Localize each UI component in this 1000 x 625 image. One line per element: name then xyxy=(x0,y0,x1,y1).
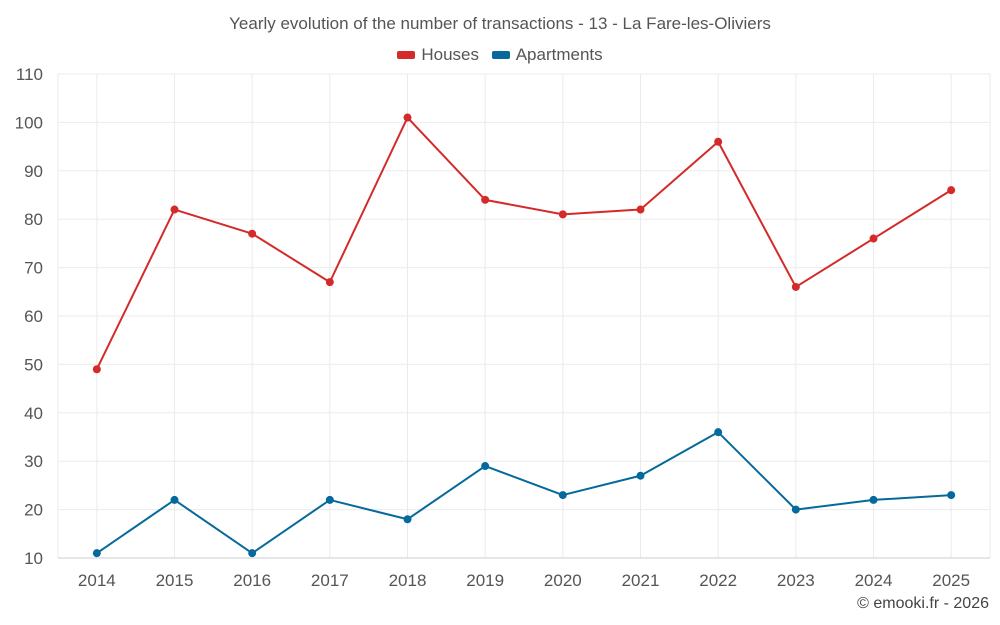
data-point-houses-2021 xyxy=(636,205,645,214)
y-tick-label-90: 90 xyxy=(24,162,43,181)
legend-label-apartments: Apartments xyxy=(515,45,603,64)
y-tick-label-40: 40 xyxy=(24,404,43,423)
x-tick-label-2019: 2019 xyxy=(466,571,504,590)
data-point-apartments-2019 xyxy=(481,462,490,471)
x-tick-label-2021: 2021 xyxy=(622,571,660,590)
credit-text: © emooki.fr - 2026 xyxy=(857,595,989,612)
data-point-houses-2016 xyxy=(248,229,257,238)
data-point-apartments-2016 xyxy=(248,549,257,558)
x-tick-label-2025: 2025 xyxy=(932,571,970,590)
y-tick-label-10: 10 xyxy=(24,549,43,568)
data-point-houses-2025 xyxy=(947,186,956,195)
series-line-houses xyxy=(95,116,952,370)
data-point-houses-2015 xyxy=(170,205,179,214)
y-tick-label-50: 50 xyxy=(24,355,43,374)
data-point-houses-2019 xyxy=(481,195,490,204)
data-point-apartments-2024 xyxy=(869,495,878,504)
x-tick-label-2018: 2018 xyxy=(389,571,427,590)
legend-swatch-apartments xyxy=(491,50,510,59)
x-tick-label-2022: 2022 xyxy=(699,571,737,590)
legend-swatch-houses xyxy=(397,50,416,59)
y-tick-label-60: 60 xyxy=(24,307,43,326)
data-point-apartments-2015 xyxy=(170,495,179,504)
data-point-apartments-2014 xyxy=(92,549,101,558)
y-tick-label-20: 20 xyxy=(24,501,43,520)
x-tick-label-2024: 2024 xyxy=(855,571,893,590)
data-point-houses-2017 xyxy=(325,278,334,287)
y-tick-label-30: 30 xyxy=(24,452,43,471)
legend-item-houses[interactable]: Houses xyxy=(397,45,479,65)
data-point-houses-2018 xyxy=(403,113,412,122)
x-tick-label-2016: 2016 xyxy=(233,571,271,590)
data-point-houses-2014 xyxy=(92,365,101,374)
legend-label-houses: Houses xyxy=(421,45,479,64)
x-tick-label-2017: 2017 xyxy=(311,571,349,590)
y-tick-label-80: 80 xyxy=(24,210,43,229)
y-tick-label-110: 110 xyxy=(16,65,43,84)
data-point-apartments-2017 xyxy=(325,495,334,504)
data-point-apartments-2025 xyxy=(947,491,956,500)
legend-item-apartments[interactable]: Apartments xyxy=(491,45,603,65)
data-point-houses-2023 xyxy=(791,282,800,291)
data-point-apartments-2021 xyxy=(636,471,645,480)
x-tick-label-2020: 2020 xyxy=(544,571,582,590)
y-tick-label-100: 100 xyxy=(15,113,43,132)
data-point-apartments-2022 xyxy=(714,428,723,437)
data-point-houses-2020 xyxy=(558,210,567,219)
y-tick-label-70: 70 xyxy=(24,259,43,278)
data-point-apartments-2020 xyxy=(558,491,567,500)
chart-legend: Houses Apartments xyxy=(0,45,1000,65)
data-point-houses-2024 xyxy=(869,234,878,243)
data-point-houses-2022 xyxy=(714,137,723,146)
data-point-apartments-2023 xyxy=(791,505,800,514)
x-tick-label-2015: 2015 xyxy=(156,571,194,590)
chart-title: Yearly evolution of the number of transa… xyxy=(229,14,771,33)
x-tick-label-2023: 2023 xyxy=(777,571,815,590)
series-line-apartments xyxy=(96,431,952,555)
x-tick-label-2014: 2014 xyxy=(78,571,116,590)
data-point-apartments-2018 xyxy=(403,515,412,524)
